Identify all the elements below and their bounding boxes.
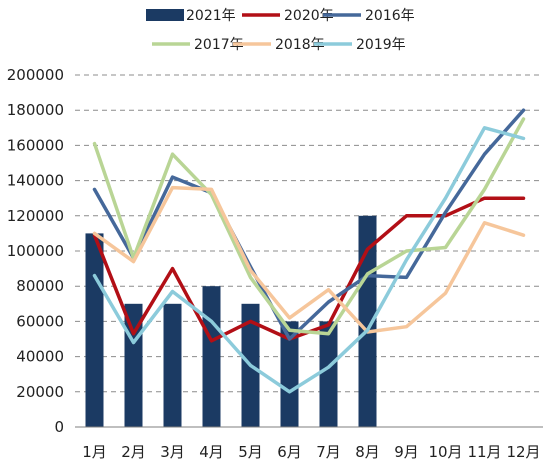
legend-swatch — [146, 9, 184, 21]
series-line-2018年 — [92, 185, 526, 334]
legend: 2021年 2020年 2016年 2017年 2018年 2019年 — [146, 8, 415, 53]
x-tick-label: 6月 — [277, 443, 302, 461]
series-line-2016年 — [92, 108, 526, 341]
y-tick-label: 0 — [54, 418, 64, 436]
legend-item: 2016年 — [323, 8, 415, 24]
legend-item: 2020年 — [242, 8, 334, 24]
y-tick-label: 160000 — [7, 136, 64, 154]
x-tick-label: 5月 — [238, 443, 263, 461]
legend-label: 2020年 — [284, 8, 334, 24]
x-tick-label: 10月 — [428, 443, 462, 461]
y-tick-label: 200000 — [7, 66, 64, 84]
legend-item: 2017年 — [152, 37, 244, 53]
legend-item: 2021年 — [146, 8, 236, 24]
y-tick-label: 120000 — [7, 207, 64, 225]
x-tick-label: 4月 — [199, 443, 224, 461]
legend-label: 2016年 — [365, 8, 415, 24]
bar-2021 — [163, 303, 182, 427]
legend-item: 2019年 — [314, 37, 406, 53]
line-series — [92, 108, 526, 394]
x-tick-label: 1月 — [82, 443, 107, 461]
y-tick-label: 20000 — [16, 383, 64, 401]
x-tick-label: 7月 — [316, 443, 341, 461]
legend-label: 2018年 — [275, 37, 325, 53]
legend-label: 2017年 — [194, 37, 244, 53]
x-tick-label: 11月 — [467, 443, 501, 461]
legend-label: 2021年 — [186, 8, 236, 24]
bar-2021 — [280, 321, 299, 427]
bar-2021 — [358, 215, 377, 427]
x-tick-label: 8月 — [355, 443, 380, 461]
y-tick-label: 40000 — [16, 348, 64, 366]
y-axis-ticks: 0 20000 40000 60000 80000 100000 120000 140000 1… — [7, 66, 64, 436]
y-tick-label: 100000 — [7, 242, 64, 260]
legend-label: 2019年 — [356, 37, 406, 53]
series-line-2017年 — [92, 117, 526, 336]
x-tick-label: 12月 — [506, 443, 540, 461]
x-tick-label: 2月 — [121, 443, 146, 461]
x-axis-ticks: 1月 2月 3月 4月 5月 6月 7月 8月 9月 10月 11月 12月 — [82, 443, 540, 461]
bar-2021 — [319, 321, 338, 427]
legend-item: 2018年 — [233, 37, 325, 53]
x-tick-label: 9月 — [394, 443, 419, 461]
y-tick-label: 60000 — [16, 312, 64, 330]
y-tick-label: 140000 — [7, 172, 64, 190]
x-tick-label: 3月 — [160, 443, 185, 461]
series-line-2019年 — [92, 126, 526, 394]
y-tick-label: 80000 — [16, 277, 64, 295]
bar-2021 — [202, 286, 221, 427]
bar-2021 — [85, 233, 104, 427]
y-tick-label: 180000 — [7, 101, 64, 119]
